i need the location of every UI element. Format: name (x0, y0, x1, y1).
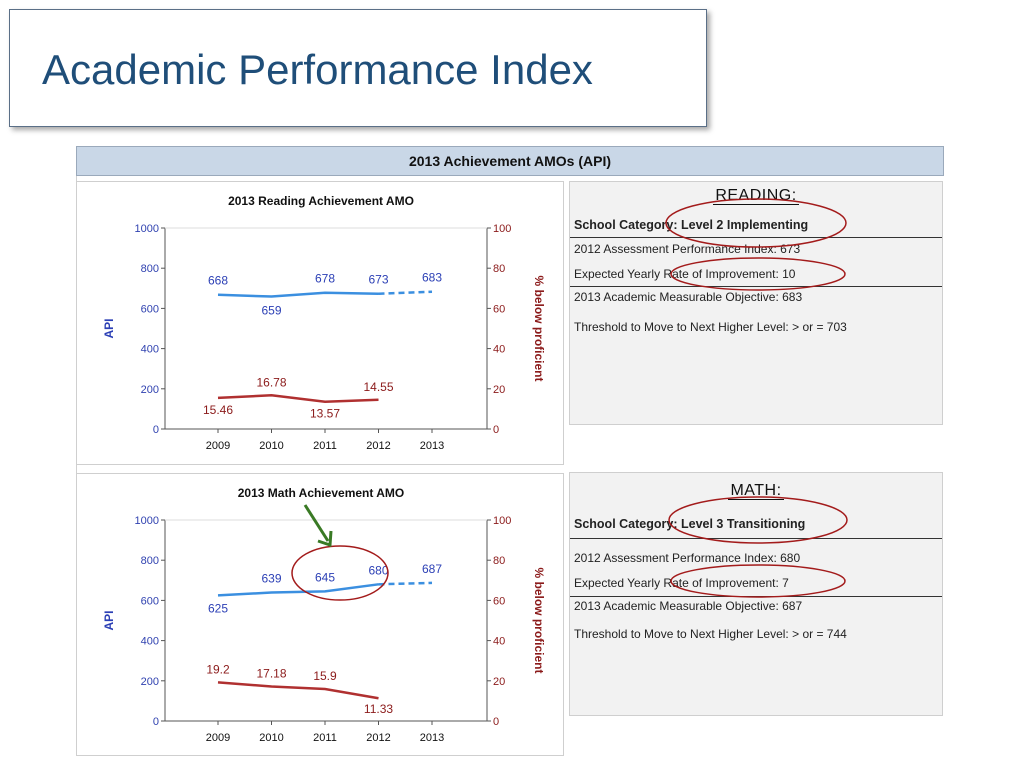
data-label: 15.9 (313, 669, 337, 683)
y-tick-label: 400 (141, 636, 159, 648)
y2-tick-label: 60 (493, 595, 505, 607)
math-chart: 2013 Math Achievement AMO020040060080010… (102, 486, 546, 744)
y-tick-label: 400 (141, 344, 159, 356)
math-category: School Category: Level 3 Transitioning (574, 517, 805, 531)
series-line-below-proficient (217, 394, 379, 403)
data-label: 683 (422, 271, 442, 285)
series-line-below-proficient (217, 681, 379, 700)
slide-title: Academic Performance Index (42, 46, 593, 93)
math-line-rate: Expected Yearly Rate of Improvement: 7 (574, 576, 789, 590)
divider (76, 176, 77, 756)
y-tick-label: 0 (153, 424, 159, 436)
y-tick-label: 200 (141, 676, 159, 688)
y2-tick-label: 0 (493, 716, 499, 728)
y-tick-label: 1000 (135, 515, 159, 527)
x-tick-label: 2013 (420, 440, 444, 452)
series-line-projected (378, 290, 433, 295)
data-label: 19.2 (206, 662, 230, 676)
y-tick-label: 600 (141, 595, 159, 607)
y2-tick-label: 100 (493, 515, 511, 527)
data-label: 680 (368, 563, 388, 577)
data-label: 11.33 (364, 702, 393, 716)
x-tick-label: 2012 (366, 732, 390, 744)
y2-tick-label: 20 (493, 384, 505, 396)
divider (570, 237, 942, 238)
y-axis-label: API (102, 318, 116, 338)
y2-tick-label: 100 (493, 223, 511, 235)
category-value: Level 3 Transitioning (680, 517, 806, 531)
y2-axis-label: % below proficient (532, 567, 546, 673)
reading-header: READING: (713, 187, 799, 205)
y-axis-label: API (102, 610, 116, 630)
category-label: School Category: (574, 517, 678, 531)
section-header: 2013 Achievement AMOs (API) (76, 146, 944, 176)
y2-tick-label: 60 (493, 303, 505, 315)
data-label: 17.18 (256, 666, 286, 680)
data-label: 659 (261, 304, 281, 318)
y2-tick-label: 40 (493, 344, 505, 356)
reading-category: School Category: Level 2 Implementing (574, 218, 808, 232)
divider (570, 596, 942, 597)
y2-tick-label: 40 (493, 636, 505, 648)
x-tick-label: 2010 (259, 440, 283, 452)
data-label: 687 (422, 562, 442, 576)
math-info-panel: MATH: School Category: Level 3 Transitio… (569, 472, 943, 716)
y2-tick-label: 80 (493, 555, 505, 567)
reading-line-threshold: Threshold to Move to Next Higher Level: … (574, 320, 847, 334)
x-tick-label: 2012 (366, 440, 390, 452)
data-label: 13.57 (310, 407, 340, 421)
y2-tick-label: 20 (493, 676, 505, 688)
y2-tick-label: 0 (493, 424, 499, 436)
series-line-api (217, 291, 379, 298)
reading-info-panel: READING: School Category: Level 2 Implem… (569, 181, 943, 425)
math-header: MATH: (728, 482, 784, 500)
data-label: 678 (315, 272, 335, 286)
data-label: 673 (368, 273, 388, 287)
x-tick-label: 2013 (420, 732, 444, 744)
data-label: 625 (208, 601, 228, 615)
math-line-objective: 2013 Academic Measurable Objective: 687 (574, 599, 803, 613)
y2-tick-label: 80 (493, 263, 505, 275)
series-line-projected (378, 581, 433, 586)
title-box: Academic Performance Index (9, 9, 707, 127)
divider (570, 538, 942, 539)
chart-title: 2013 Math Achievement AMO (238, 486, 405, 500)
data-label: 16.78 (256, 375, 286, 389)
x-tick-label: 2011 (313, 732, 337, 744)
math-line-threshold: Threshold to Move to Next Higher Level: … (574, 627, 847, 641)
y-tick-label: 800 (141, 263, 159, 275)
x-tick-label: 2010 (259, 732, 283, 744)
reading-line-api: 2012 Assessment Performance Index: 673 (574, 242, 801, 256)
reading-line-rate: Expected Yearly Rate of Improvement: 10 (574, 267, 796, 281)
divider (570, 286, 942, 287)
reading-line-objective: 2013 Academic Measurable Objective: 683 (574, 290, 803, 304)
data-label: 15.46 (203, 403, 233, 417)
data-label: 668 (208, 274, 228, 288)
y-tick-label: 600 (141, 303, 159, 315)
category-value: Level 2 Implementing (680, 218, 809, 232)
reading-chart: 2013 Reading Achievement AMO020040060080… (102, 194, 546, 452)
y-tick-label: 0 (153, 716, 159, 728)
x-tick-label: 2009 (206, 440, 230, 452)
y-tick-label: 800 (141, 555, 159, 567)
math-chart-panel: 2013 Math Achievement AMO 0 200 400 600 800 10… (76, 473, 564, 756)
series-line-api (217, 583, 379, 597)
data-label: 645 (315, 570, 335, 584)
x-tick-label: 2009 (206, 732, 230, 744)
y2-axis-label: % below proficient (532, 275, 546, 381)
chart-title: 2013 Reading Achievement AMO (228, 194, 414, 208)
category-label: School Category: (574, 218, 678, 232)
math-line-api: 2012 Assessment Performance Index: 680 (574, 551, 801, 565)
y-tick-label: 200 (141, 384, 159, 396)
reading-chart-panel: 2013 Reading Achievement AMO 0 200 400 600 80… (76, 181, 564, 465)
data-label: 14.55 (363, 380, 393, 394)
x-tick-label: 2011 (313, 440, 337, 452)
data-label: 639 (261, 572, 281, 586)
y-tick-label: 1000 (135, 223, 159, 235)
